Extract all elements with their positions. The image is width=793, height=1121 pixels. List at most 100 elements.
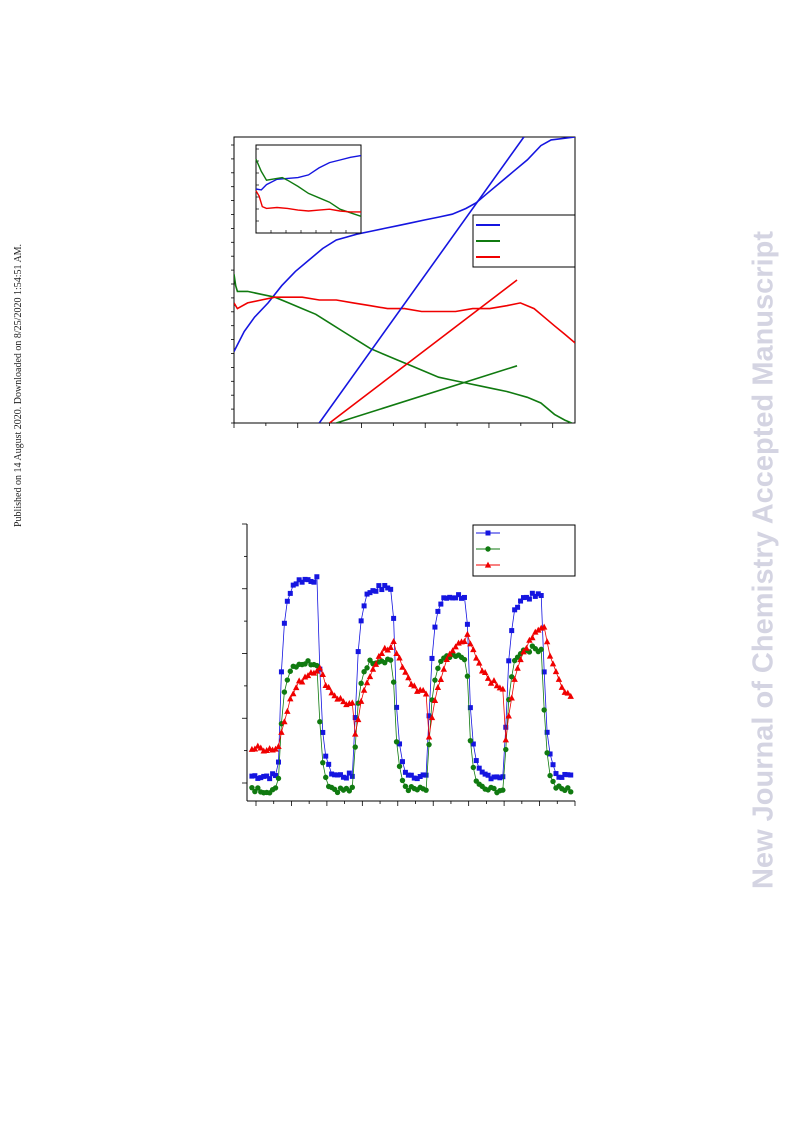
point-square (559, 774, 565, 780)
point-square (290, 582, 296, 588)
point-square (435, 608, 441, 614)
point-square (473, 758, 479, 764)
point-triangle (263, 747, 270, 754)
point-square (287, 590, 293, 596)
point-triangle (337, 694, 344, 701)
point-square (444, 595, 450, 601)
point-circle (423, 787, 429, 793)
point-triangle (532, 628, 539, 635)
point-square (417, 774, 423, 780)
point-square (529, 590, 535, 596)
point-square (568, 772, 574, 778)
point-square (361, 603, 367, 609)
point-square (320, 729, 326, 735)
point-square (544, 729, 550, 735)
point-circle (249, 784, 255, 791)
point-triangle (378, 650, 386, 657)
point-triangle (293, 684, 300, 691)
point-circle (323, 774, 329, 781)
point-triangle (304, 672, 312, 679)
inset-line-red (255, 190, 361, 213)
point-square (249, 773, 255, 779)
point-square (343, 775, 349, 781)
point-circle (352, 744, 358, 750)
point-triangle (290, 690, 297, 697)
point-circle (541, 707, 547, 713)
point-square (296, 577, 302, 583)
point-square (426, 713, 432, 719)
point-triangle (549, 660, 557, 667)
point-square (441, 595, 447, 601)
point-square (565, 772, 571, 778)
fit-line-green (336, 365, 518, 423)
point-square (302, 576, 308, 582)
point-triangle (434, 683, 442, 690)
point-square (547, 751, 553, 757)
point-triangle (328, 689, 335, 696)
point-triangle (254, 742, 262, 749)
legend-marker (484, 561, 492, 568)
series-green (249, 643, 574, 796)
point-circle (550, 778, 556, 785)
point-square (467, 705, 473, 711)
point-square (423, 772, 429, 778)
point-triangle (443, 655, 450, 662)
point-triangle (567, 692, 574, 699)
point-square (258, 775, 264, 781)
point-square (503, 724, 509, 730)
point-circle (346, 788, 353, 794)
point-square (255, 775, 261, 781)
point-square (521, 595, 527, 601)
point-square (464, 621, 470, 627)
point-triangle (366, 673, 374, 680)
inset-frame (255, 144, 362, 234)
point-triangle (399, 663, 406, 670)
point-triangle (467, 640, 474, 647)
point-square (459, 595, 465, 601)
point-square (515, 604, 521, 610)
series-line-red (234, 296, 575, 344)
point-square (349, 773, 355, 779)
point-square (506, 658, 512, 664)
point-square (541, 669, 547, 675)
point-square (329, 771, 335, 777)
point-square (408, 772, 414, 778)
point-square (270, 771, 276, 777)
point-square (261, 773, 267, 779)
point-square (397, 741, 403, 747)
point-square (518, 598, 524, 604)
point-circle (358, 680, 364, 687)
series-group (234, 137, 575, 423)
point-square (450, 595, 456, 601)
point-square (346, 770, 352, 776)
point-square (556, 774, 562, 780)
point-circle (500, 787, 506, 793)
point-circle (281, 689, 288, 695)
point-square (299, 579, 305, 585)
point-triangle (540, 623, 548, 630)
point-triangle (340, 698, 347, 705)
point-square (337, 772, 343, 778)
point-circle (317, 719, 323, 725)
point-square (399, 759, 405, 765)
point-circle (491, 785, 497, 792)
point-triangle (284, 707, 291, 714)
point-triangle (354, 716, 362, 723)
point-square (429, 655, 435, 661)
point-square (267, 776, 273, 782)
point-square (509, 628, 515, 634)
point-circle (402, 783, 409, 789)
point-square (497, 775, 503, 781)
point-triangle (325, 683, 332, 690)
plot-frame (233, 136, 576, 424)
point-circle (287, 668, 293, 674)
point-square (456, 592, 462, 598)
point-triangle (552, 668, 560, 675)
legend-marker (485, 530, 491, 536)
point-circle (405, 787, 412, 794)
inset-line-blue (255, 154, 362, 191)
point-square (311, 579, 317, 585)
point-square (432, 624, 438, 630)
point-square (340, 774, 346, 780)
point-circle (284, 677, 291, 683)
